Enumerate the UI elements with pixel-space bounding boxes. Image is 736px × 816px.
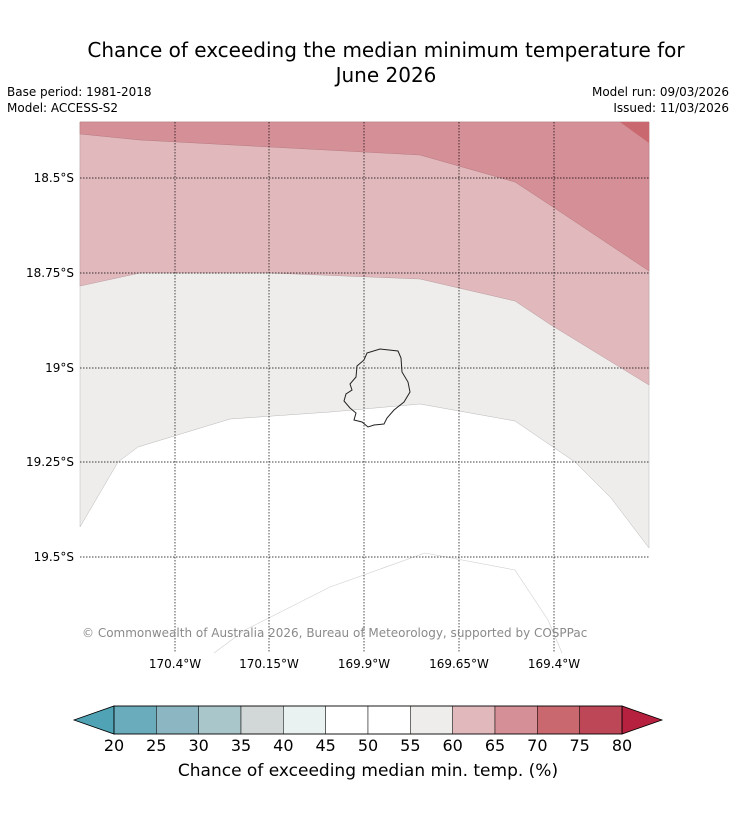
meta-left: Base period: 1981-2018 Model: ACCESS-S2 — [7, 84, 152, 116]
base-period: Base period: 1981-2018 — [7, 85, 152, 99]
colorbar-cell — [537, 705, 580, 735]
title-line-1: Chance of exceeding the median minimum t… — [87, 38, 685, 62]
gridlines — [80, 122, 649, 653]
lat-label-19-5: 19.5°S — [33, 550, 74, 564]
colorbar-tick-label: 80 — [611, 736, 633, 755]
colorbar-tick-label: 55 — [400, 736, 421, 755]
colorbar-tick-label: 35 — [230, 736, 252, 755]
colorbar-frame — [113, 705, 623, 735]
niue-coastline-icon — [343, 348, 411, 428]
colorbar-cell — [367, 705, 411, 735]
copyright-notice: © Commonwealth of Australia 2026, Bureau… — [82, 626, 588, 640]
meta-right: Model run: 09/03/2026 Issued: 11/03/2026 — [592, 84, 729, 116]
lon-label-169-9: 169.9°W — [337, 657, 391, 671]
band-70-75 — [620, 122, 649, 143]
model-run: Model run: 09/03/2026 — [591, 85, 729, 99]
colorbar-tick-label: 50 — [357, 736, 379, 755]
colorbar-under-arrow — [72, 705, 115, 735]
colorbar-cell — [452, 705, 496, 735]
lon-label-170-4: 170.4°W — [148, 657, 202, 671]
lat-label-19: 19°S — [45, 361, 74, 375]
colorbar-cell — [156, 705, 199, 735]
colorbar-tick-label: 75 — [569, 736, 590, 755]
colorbar-cell — [198, 705, 242, 735]
colorbar-cell — [494, 705, 538, 735]
colorbar-tick-label: 30 — [188, 736, 209, 755]
colorbar-tick-label: 45 — [315, 736, 336, 755]
colorbar — [72, 705, 664, 735]
colorbar-tick-label: 20 — [103, 736, 125, 755]
colorbar-tick-label: 70 — [527, 736, 548, 755]
colorbar-cell — [113, 705, 157, 735]
model-name: Model: ACCESS-S2 — [7, 101, 119, 115]
colorbar-cell — [325, 705, 369, 735]
band-65-70 — [79, 121, 650, 272]
colorbar-tick-label: 65 — [484, 736, 506, 755]
colorbar-tick-label: 60 — [442, 736, 463, 755]
chart-title: Chance of exceeding the median minimum t… — [0, 38, 736, 88]
colorbar-cell — [410, 705, 453, 735]
colorbar-label: Chance of exceeding median min. temp. (%… — [177, 761, 559, 781]
lon-label-169-65: 169.65°W — [429, 657, 489, 671]
lat-label-19-25: 19.25°S — [26, 455, 74, 469]
colorbar-cell — [283, 705, 326, 735]
lon-label-169-4: 169.4°W — [527, 657, 581, 671]
title-line-2: June 2026 — [335, 63, 437, 87]
colorbar-tick-label: 25 — [146, 736, 167, 755]
contour-50 — [213, 552, 563, 654]
colorbar-cell — [579, 705, 623, 735]
lat-label-18-5: 18.5°S — [33, 171, 74, 185]
colorbar-tick-label: 40 — [273, 736, 294, 755]
colorbar-over-arrow — [621, 705, 664, 735]
lat-label-18-75: 18.75°S — [26, 266, 74, 280]
lon-label-170-15: 170.15°W — [239, 657, 299, 671]
issued-date: Issued: 11/03/2026 — [613, 101, 729, 115]
colorbar-cell — [240, 705, 284, 735]
